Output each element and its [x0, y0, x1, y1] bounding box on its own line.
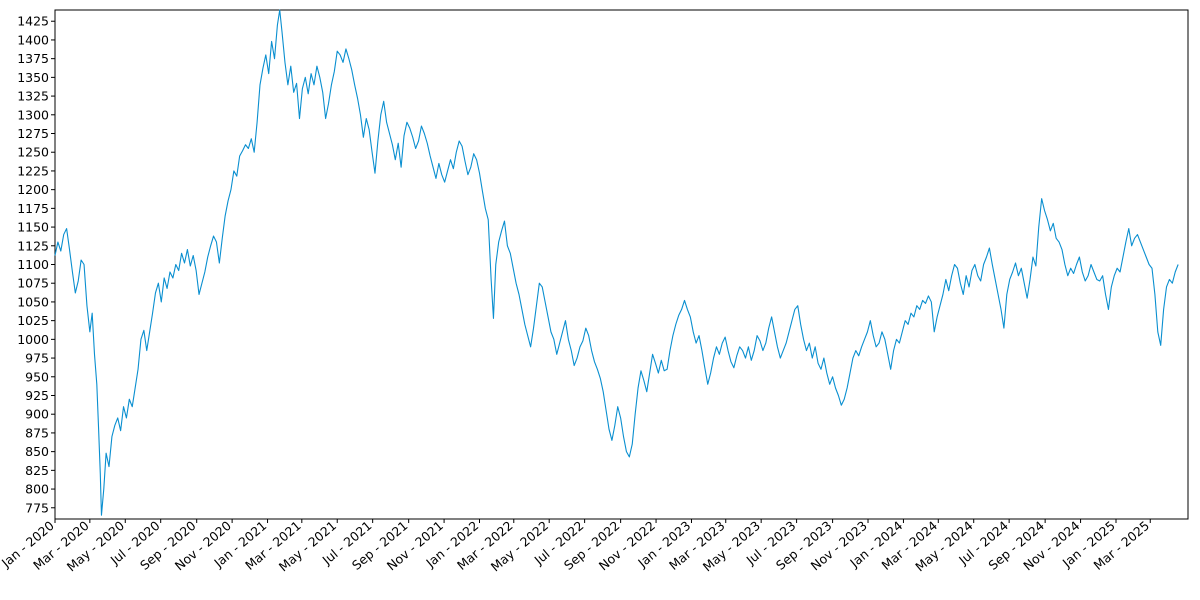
y-tick-label: 1350: [17, 70, 49, 85]
y-tick-label: 900: [25, 407, 49, 422]
price-series-line: [54, 9, 1179, 516]
y-tick-label: 1200: [17, 182, 49, 197]
y-tick-label: 1325: [17, 89, 49, 104]
y-tick-label: 1175: [17, 201, 49, 216]
y-tick-label: 1000: [17, 332, 49, 347]
y-tick-label: 875: [25, 425, 49, 440]
y-tick-label: 1250: [17, 145, 49, 160]
y-tick-label: 1050: [17, 294, 49, 309]
y-tick-label: 925: [25, 388, 49, 403]
y-tick-label: 1150: [17, 220, 49, 235]
y-tick-label: 1400: [17, 32, 49, 47]
y-tick-label: 850: [25, 444, 49, 459]
y-tick-label: 1225: [17, 163, 49, 178]
y-tick-label: 1375: [17, 51, 49, 66]
y-tick-label: 800: [25, 482, 49, 497]
y-tick-label: 975: [25, 351, 49, 366]
y-tick-label: 1275: [17, 126, 49, 141]
y-tick-label: 775: [25, 500, 49, 515]
y-tick-label: 1025: [17, 313, 49, 328]
y-tick-label: 825: [25, 463, 49, 478]
y-tick-label: 1100: [17, 257, 49, 272]
y-axis: 775 800 825 850 875 900 925 950 975 1000 1025 1050 1…: [17, 14, 55, 515]
y-tick-label: 950: [25, 369, 49, 384]
y-tick-label: 1125: [17, 238, 49, 253]
y-tick-label: 1075: [17, 276, 49, 291]
plot-frame: [54, 9, 1189, 520]
y-tick-label: 1425: [17, 14, 49, 29]
y-tick-label: 1300: [17, 107, 49, 122]
